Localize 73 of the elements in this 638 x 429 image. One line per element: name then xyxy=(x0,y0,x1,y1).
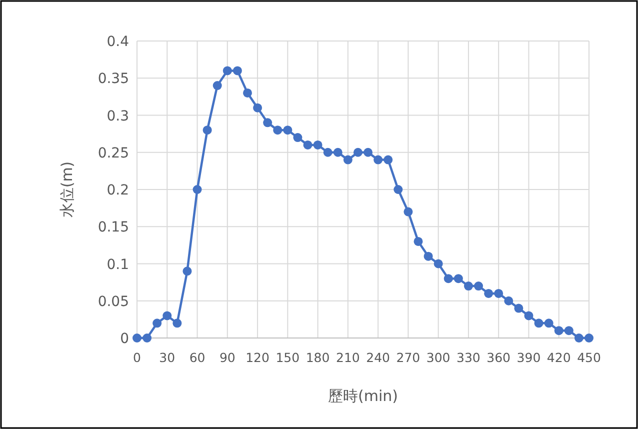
y-tick-label: 0.35 xyxy=(98,71,129,88)
point xyxy=(554,326,564,336)
point xyxy=(374,155,383,164)
point xyxy=(273,126,282,135)
x-tick-label: 30 xyxy=(159,350,176,365)
point xyxy=(514,304,524,313)
point xyxy=(424,252,433,261)
point xyxy=(242,88,252,98)
x-tick-label: 390 xyxy=(516,350,541,365)
point xyxy=(313,140,322,150)
point xyxy=(222,66,232,76)
x-tick-label: 0 xyxy=(133,350,142,365)
point xyxy=(142,334,152,342)
point xyxy=(454,274,463,284)
x-tick-label: 300 xyxy=(426,350,450,365)
point xyxy=(323,148,332,157)
point xyxy=(212,81,222,90)
x-tick-label: 420 xyxy=(546,350,571,365)
y-tick-label: 0.2 xyxy=(106,182,129,198)
x-tick-label: 120 xyxy=(246,350,270,365)
point xyxy=(364,148,373,157)
y-tick-label: 0.25 xyxy=(98,145,129,162)
y-tick-label: 0.05 xyxy=(98,294,129,310)
point xyxy=(414,236,423,246)
point xyxy=(132,334,142,342)
point xyxy=(464,282,473,291)
x-tick-label: 90 xyxy=(219,350,236,365)
point xyxy=(253,103,262,112)
point xyxy=(263,118,272,128)
x-axis-title: 歷時(min) xyxy=(328,387,398,405)
x-tick-label: 270 xyxy=(396,350,420,365)
point xyxy=(343,155,352,164)
point xyxy=(474,282,484,291)
point xyxy=(172,318,182,328)
point xyxy=(152,318,162,328)
y-tick-label: 0.15 xyxy=(98,220,129,236)
point xyxy=(303,140,312,150)
point xyxy=(444,274,453,284)
point xyxy=(494,288,504,298)
point xyxy=(434,259,443,268)
point xyxy=(574,334,584,342)
y-tick-label: 0.4 xyxy=(106,34,130,50)
x-tick-label: 60 xyxy=(189,350,206,365)
point xyxy=(584,334,594,342)
point xyxy=(202,126,212,135)
point xyxy=(504,296,514,306)
x-tick-label: 240 xyxy=(366,350,390,365)
y-axis-title: 水位(m) xyxy=(58,161,76,218)
point xyxy=(333,148,342,157)
point xyxy=(524,311,534,320)
point xyxy=(293,133,302,142)
point xyxy=(353,148,362,157)
point xyxy=(232,66,242,76)
x-tick-label: 330 xyxy=(456,350,480,365)
x-tick-label: 210 xyxy=(336,350,360,365)
point xyxy=(544,318,554,328)
point xyxy=(484,288,494,298)
point xyxy=(394,185,403,194)
x-tick-label: 450 xyxy=(577,350,601,365)
x-tick-label: 180 xyxy=(306,350,330,365)
point xyxy=(283,126,292,135)
y-tick-label: 0.1 xyxy=(106,256,129,273)
point xyxy=(384,155,393,164)
x-tick-label: 150 xyxy=(276,350,300,365)
y-tick-label: 0.3 xyxy=(106,108,129,124)
y-tick-label: 0 xyxy=(120,331,129,347)
x-tick-label: 360 xyxy=(486,350,511,365)
point xyxy=(534,318,544,328)
point xyxy=(182,266,192,276)
point xyxy=(192,185,202,194)
point xyxy=(404,207,413,216)
point xyxy=(162,311,172,320)
point xyxy=(564,326,574,336)
